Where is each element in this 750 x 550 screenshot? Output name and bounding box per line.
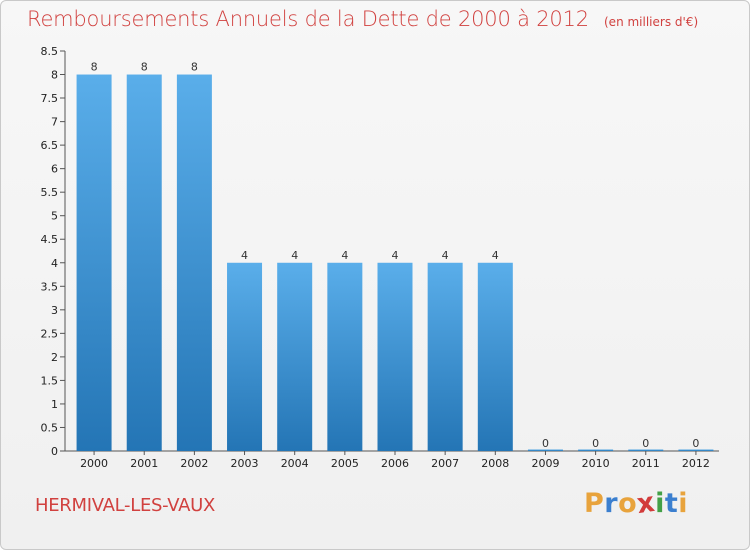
data-label-2005: 4 bbox=[341, 249, 348, 262]
y-tick-label: 3 bbox=[51, 304, 58, 317]
data-label-2000: 8 bbox=[91, 61, 98, 74]
bar-2008 bbox=[477, 262, 513, 451]
y-tick-label: 1 bbox=[51, 398, 58, 411]
logo-letter: i bbox=[655, 488, 665, 519]
x-tick-label: 2011 bbox=[632, 457, 660, 470]
y-tick-label: 8.5 bbox=[41, 45, 59, 58]
data-label-2009: 0 bbox=[542, 437, 549, 450]
x-tick-label: 2003 bbox=[231, 457, 259, 470]
x-tick-label: 2012 bbox=[682, 457, 710, 470]
y-tick-label: 6.5 bbox=[41, 139, 59, 152]
chart-title: Remboursements Annuels de la Dette de 20… bbox=[27, 7, 589, 31]
y-tick-label: 1.5 bbox=[41, 374, 59, 387]
y-tick-label: 2 bbox=[51, 351, 58, 364]
x-tick-label: 2006 bbox=[381, 457, 409, 470]
logo-letter: x bbox=[635, 486, 658, 521]
data-label-2011: 0 bbox=[642, 437, 649, 450]
data-label-2007: 4 bbox=[442, 249, 449, 262]
y-tick-label: 0 bbox=[51, 445, 58, 458]
bar-2011 bbox=[628, 449, 664, 451]
bars bbox=[76, 74, 714, 451]
logo-letter: i bbox=[678, 488, 689, 519]
y-tick-label: 5.5 bbox=[41, 186, 59, 199]
y-tick-label: 5 bbox=[51, 210, 58, 223]
y-tick-label: 4 bbox=[51, 257, 58, 270]
x-tick-label: 2009 bbox=[531, 457, 559, 470]
bar-2003 bbox=[227, 262, 263, 451]
bar-2005 bbox=[327, 262, 363, 451]
y-tick-label: 2.5 bbox=[41, 327, 59, 340]
proxiti-logo[interactable]: Proxiti bbox=[584, 486, 689, 521]
bar-2006 bbox=[377, 262, 413, 451]
data-label-2012: 0 bbox=[692, 437, 699, 450]
y-tick-label: 7.5 bbox=[41, 92, 59, 105]
bar-2007 bbox=[427, 262, 463, 451]
x-tick-label: 2007 bbox=[431, 457, 459, 470]
y-tick-label: 3.5 bbox=[41, 280, 59, 293]
bar-2004 bbox=[277, 262, 313, 451]
y-tick-label: 4.5 bbox=[41, 233, 59, 246]
bar-2010 bbox=[578, 449, 614, 451]
data-label-2002: 8 bbox=[191, 61, 198, 74]
x-tick-label: 2000 bbox=[80, 457, 108, 470]
data-label-2004: 4 bbox=[291, 249, 298, 262]
y-tick-label: 0.5 bbox=[41, 421, 59, 434]
data-label-2001: 8 bbox=[141, 61, 148, 74]
logo-letter: o bbox=[618, 488, 638, 519]
data-labels: 8 8 8 4 4 4 4 4 4 0 0 0 0 bbox=[91, 61, 700, 450]
x-tick-label: 2004 bbox=[281, 457, 309, 470]
data-label-2010: 0 bbox=[592, 437, 599, 450]
x-tick-label: 2002 bbox=[180, 457, 208, 470]
data-label-2006: 4 bbox=[392, 249, 399, 262]
logo-letter: t bbox=[664, 488, 679, 519]
chart-title-row: Remboursements Annuels de la Dette de 20… bbox=[27, 7, 698, 31]
chart-subtitle: (en milliers d'€) bbox=[604, 15, 699, 29]
commune-name: HERMIVAL-LES-VAUX bbox=[35, 495, 216, 516]
data-label-2003: 4 bbox=[241, 249, 248, 262]
bar-2002 bbox=[176, 74, 212, 451]
bar-2012 bbox=[678, 449, 714, 451]
data-label-2008: 4 bbox=[492, 249, 499, 262]
y-tick-label: 7 bbox=[51, 116, 58, 129]
bar-2001 bbox=[126, 74, 162, 451]
y-tick-label: 6 bbox=[51, 163, 58, 176]
x-axis: 2000 2001 2002 2003 2004 2005 2006 2007 2008 2009… bbox=[65, 450, 719, 470]
y-tick-label: 8 bbox=[51, 69, 58, 82]
bar-2000 bbox=[76, 74, 112, 451]
logo-letter: P bbox=[584, 488, 605, 519]
x-tick-label: 2001 bbox=[130, 457, 158, 470]
bar-2009 bbox=[527, 449, 563, 451]
x-tick-label: 2008 bbox=[481, 457, 509, 470]
logo-letter: r bbox=[604, 488, 619, 519]
y-axis: 0 0.5 1 1.5 2 2.5 3 3.5 4 4.5 5 5.5 6 6.5 7 7.5 8 8.5 bbox=[41, 45, 66, 458]
x-tick-label: 2005 bbox=[331, 457, 359, 470]
x-tick-label: 2010 bbox=[582, 457, 610, 470]
